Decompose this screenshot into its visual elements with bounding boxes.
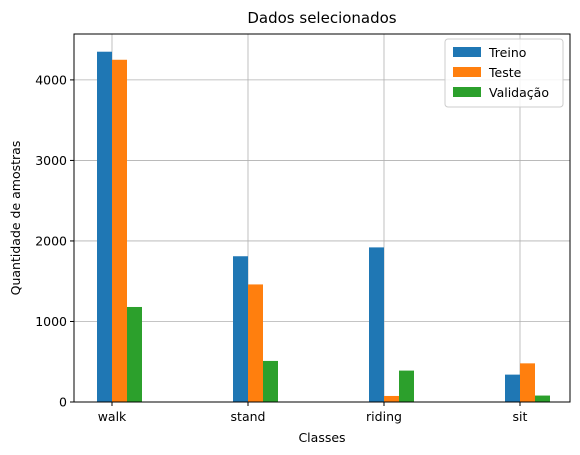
bar-valida-o-walk (127, 306, 142, 402)
y-tick-label: 4000 (35, 72, 67, 87)
y-tick-label: 3000 (35, 153, 67, 168)
x-tick-label: riding (366, 409, 402, 424)
legend: Treino Teste Validação (444, 38, 564, 108)
bars (97, 51, 550, 402)
bar-valida-o-riding (399, 370, 414, 402)
x-tick-label: sit (513, 409, 528, 424)
bar-teste-sit (520, 363, 535, 402)
bar-treino-walk (97, 51, 112, 402)
y-axis-label: Quantidade de amostras (8, 141, 23, 296)
legend-swatch (453, 67, 481, 77)
legend-label: Validação (489, 85, 549, 100)
legend-label: Treino (488, 45, 526, 60)
axis-ticks: 0 1000 2000 3000 4000 walk stand riding sit (35, 72, 527, 424)
x-axis-label: Classes (298, 430, 345, 445)
chart-title: Dados selecionados (247, 9, 396, 27)
y-tick-label: 1000 (35, 314, 67, 329)
x-tick-label: walk (98, 409, 127, 424)
legend-label: Teste (488, 65, 522, 80)
y-tick-label: 2000 (35, 233, 67, 248)
bar-treino-riding (369, 247, 384, 402)
y-tick-label: 0 (59, 395, 67, 410)
legend-swatch (453, 87, 481, 97)
legend-swatch (453, 47, 481, 57)
bar-treino-sit (505, 374, 520, 402)
bar-teste-stand (248, 284, 263, 402)
bar-teste-riding (384, 395, 399, 402)
bar-valida-o-stand (263, 360, 278, 402)
bar-teste-walk (112, 59, 127, 402)
bar-treino-stand (233, 256, 248, 402)
bar-valida-o-sit (535, 395, 550, 402)
x-tick-label: stand (231, 409, 266, 424)
plot-frame (73, 33, 571, 403)
